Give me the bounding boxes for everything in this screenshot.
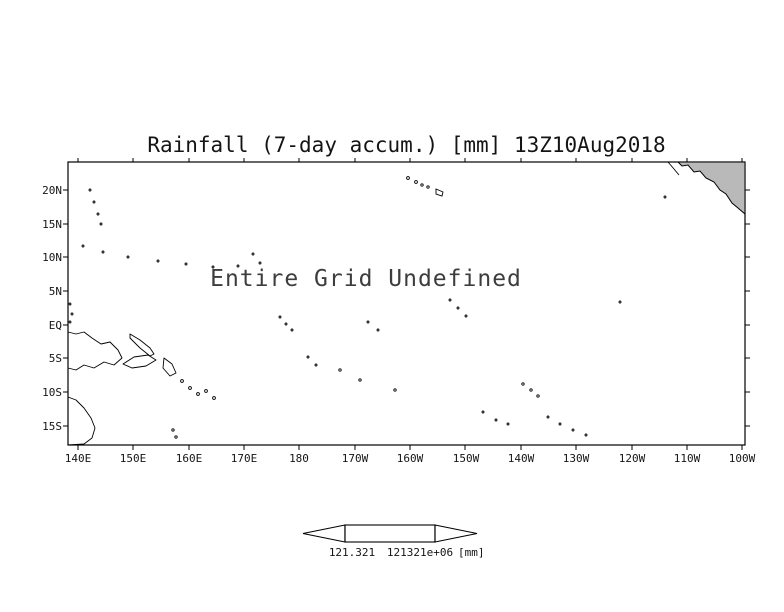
lat-label-15n: 15N	[42, 218, 62, 231]
lat-label-10n: 10N	[42, 251, 62, 264]
lat-label-eq: EQ	[48, 319, 62, 332]
map-canvas	[63, 158, 750, 450]
lat-label-5s: 5S	[48, 352, 62, 365]
colorbar-label-left: 121.321	[328, 546, 376, 559]
lon-label-110w: 110W	[673, 452, 701, 465]
lat-label-10s: 10S	[42, 386, 62, 399]
colorbar-segment	[344, 524, 436, 543]
lon-label-160w: 160W	[396, 452, 424, 465]
lon-label-120w: 120W	[618, 452, 646, 465]
lon-label-180: 180	[289, 452, 309, 465]
lat-label-5n: 5N	[48, 285, 62, 298]
colorbar-right-arrow	[434, 524, 478, 543]
lon-label-140e: 140E	[64, 452, 92, 465]
lon-label-130w: 130W	[562, 452, 590, 465]
map-border	[67, 161, 746, 446]
plot-title: Rainfall (7-day accum.) [mm] 13Z10Aug201…	[147, 133, 666, 157]
lat-label-15s: 15S	[42, 420, 62, 433]
lon-label-150w: 150W	[452, 452, 480, 465]
coastlines	[67, 161, 680, 446]
lon-label-160e: 160E	[175, 452, 203, 465]
lon-label-150e: 150E	[119, 452, 147, 465]
lon-label-100w: 100W	[728, 452, 756, 465]
colorbar	[302, 524, 478, 543]
lat-label-20n: 20N	[42, 184, 62, 197]
axis-ticks	[63, 158, 750, 450]
colorbar-label-right: 121321e+06	[386, 546, 454, 559]
north-america-landmass	[676, 161, 746, 216]
colorbar-left-arrow	[302, 524, 346, 543]
grid-undefined-message: Entire Grid Undefined	[210, 266, 522, 292]
colorbar-units: [mm]	[458, 546, 485, 559]
lon-label-170e: 170E	[230, 452, 258, 465]
lon-label-140w: 140W	[507, 452, 535, 465]
hawaii-islands	[406, 176, 444, 197]
lon-label-170w: 170W	[341, 452, 369, 465]
